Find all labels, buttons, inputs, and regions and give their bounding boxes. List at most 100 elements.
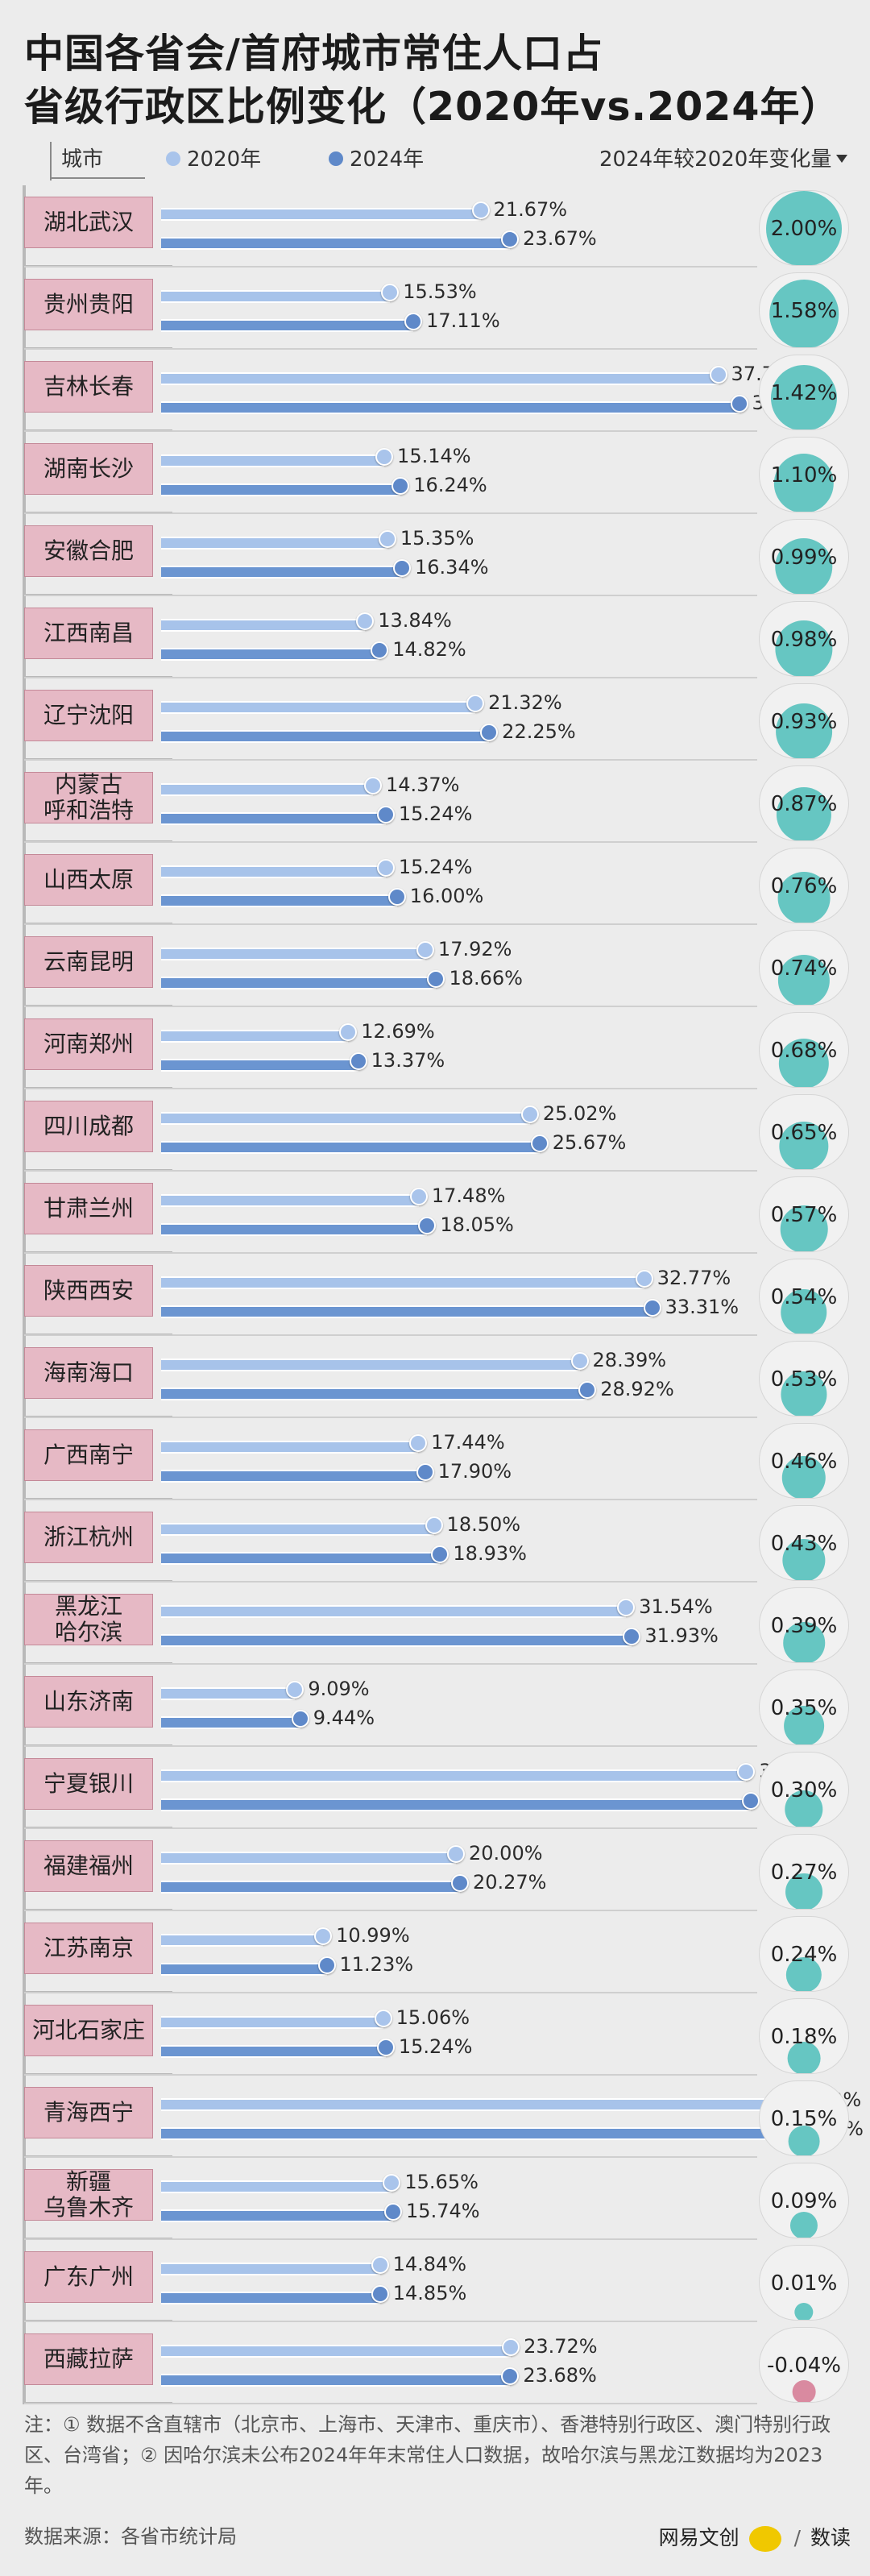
change-value: 0.76% [770, 874, 838, 898]
track-2024: 18.93% [161, 1542, 762, 1573]
change-bubble [780, 1205, 828, 1251]
bar-2020 [161, 208, 481, 221]
change-value: -0.04% [767, 2354, 841, 2378]
change-value: 0.43% [770, 1532, 838, 1556]
change-value: 0.98% [770, 628, 838, 652]
value-label-2024: 25.67% [552, 1131, 627, 1154]
chart-row: 安徽合肥 15.35% 16.34% 0.99% [0, 514, 870, 596]
bar-2020 [161, 1769, 747, 1782]
point-2020 [447, 1845, 465, 1863]
bar-2020 [161, 865, 386, 878]
track-2024: 14.85% [161, 2282, 762, 2313]
track-2024: 33.31% [161, 1296, 762, 1326]
value-label-2024: 31.93% [644, 1624, 719, 1647]
change-value: 0.87% [770, 792, 838, 816]
legend-divider [50, 142, 52, 180]
row-divider [24, 841, 757, 843]
bar-2024 [161, 648, 380, 661]
value-label-2024: 15.24% [398, 803, 473, 825]
chart-row: 新疆 乌鲁木齐 15.65% 15.74% 0.09% [0, 2158, 870, 2240]
change-value: 0.30% [770, 1778, 838, 1802]
chart-row: 广西南宁 17.44% 17.90% 0.46% [0, 1418, 870, 1500]
triangle-down-icon [836, 154, 848, 163]
bar-2020 [161, 1523, 434, 1536]
point-2024 [480, 724, 499, 741]
track-2020: 15.06% [161, 2006, 762, 2037]
city-label: 山西太原 [24, 854, 153, 906]
change-cell: 0.01% [759, 2245, 849, 2321]
change-cell: 1.58% [759, 272, 849, 348]
value-label-2020: 17.44% [431, 1431, 505, 1454]
point-2020 [378, 530, 396, 548]
legend-2020: 2020年 [166, 142, 261, 177]
change-bubble [769, 280, 839, 347]
city-label: 浙江杭州 [24, 1512, 153, 1563]
row-divider [24, 1745, 757, 1747]
city-label: 河北石家庄 [24, 2005, 153, 2056]
change-bubble [775, 537, 833, 594]
value-label-2024: 9.44% [313, 1707, 375, 1729]
city-label: 江西南昌 [24, 608, 153, 659]
brand-separator: / [793, 2526, 802, 2549]
value-label-2020: 15.53% [403, 280, 477, 303]
track-2024: 20.27% [161, 1871, 762, 1902]
point-2020 [381, 284, 400, 301]
legend-2020-label: 2020年 [187, 147, 262, 172]
change-cell: 0.87% [759, 765, 849, 841]
chart-row: 山东济南 9.09% 9.44% 0.35% [0, 1665, 870, 1747]
point-2024 [730, 395, 748, 413]
point-2020 [409, 1188, 428, 1205]
point-2024 [418, 1217, 437, 1234]
change-cell: 0.30% [759, 1752, 849, 1827]
bar-2024 [161, 566, 403, 579]
value-label-2020: 28.39% [592, 1349, 667, 1371]
point-2020 [356, 612, 375, 630]
track-2024: 15.24% [161, 803, 762, 833]
row-divider [24, 430, 757, 432]
bar-2024 [161, 1059, 358, 1072]
chart-row: 陕西西安 32.77% 33.31% 0.54% [0, 1254, 870, 1336]
city-label: 青海西宁 [24, 2087, 153, 2138]
city-label: 甘肃兰州 [24, 1183, 153, 1234]
row-divider [24, 1252, 757, 1254]
row-divider [24, 348, 757, 350]
change-bubble [775, 620, 833, 676]
track-2024: 18.66% [161, 967, 762, 998]
bar-2024 [161, 1716, 300, 1729]
bar-2020 [161, 1194, 419, 1207]
track-2020: 15.53% [161, 280, 762, 311]
change-value: 2.00% [770, 217, 838, 241]
point-2024 [371, 641, 389, 659]
change-cell: 0.99% [759, 519, 849, 595]
change-cell: 0.43% [759, 1505, 849, 1581]
track-2024: 16.34% [161, 556, 762, 587]
point-2024 [371, 2285, 389, 2303]
track-2024: 17.90% [161, 1460, 762, 1491]
city-label: 广西南宁 [24, 1429, 153, 1481]
change-bubble [788, 2126, 820, 2155]
chart-row: 福建福州 20.00% 20.27% 0.27% [0, 1829, 870, 1911]
value-label-2024: 14.82% [392, 638, 466, 661]
value-label-2024: 16.34% [415, 556, 489, 579]
point-2020 [409, 1434, 428, 1452]
city-label: 内蒙古 呼和浩特 [24, 772, 153, 823]
legend-2020-dot [166, 151, 180, 166]
change-cell: 0.65% [759, 1094, 849, 1170]
value-label-2020: 10.99% [336, 1924, 410, 1947]
change-bubble [778, 1038, 830, 1087]
change-value: 0.53% [770, 1367, 838, 1392]
chart-row: 湖北武汉 21.67% 23.67% 2.00% [0, 185, 870, 268]
city-label: 宁夏银川 [24, 1758, 153, 1810]
value-label-2024: 17.90% [437, 1460, 512, 1483]
track-2024: 23.67% [161, 227, 762, 258]
row-divider [24, 512, 757, 514]
change-value: 0.46% [770, 1450, 838, 1474]
change-bubble [773, 453, 835, 512]
track-2020: 14.84% [161, 2253, 762, 2284]
change-bubble [782, 1538, 826, 1580]
legend-underline [50, 177, 145, 179]
track-2020: 32.77% [161, 1267, 762, 1297]
city-label: 云南昆明 [24, 936, 153, 988]
change-bubble [787, 2042, 821, 2073]
bar-2020 [161, 1934, 324, 1947]
